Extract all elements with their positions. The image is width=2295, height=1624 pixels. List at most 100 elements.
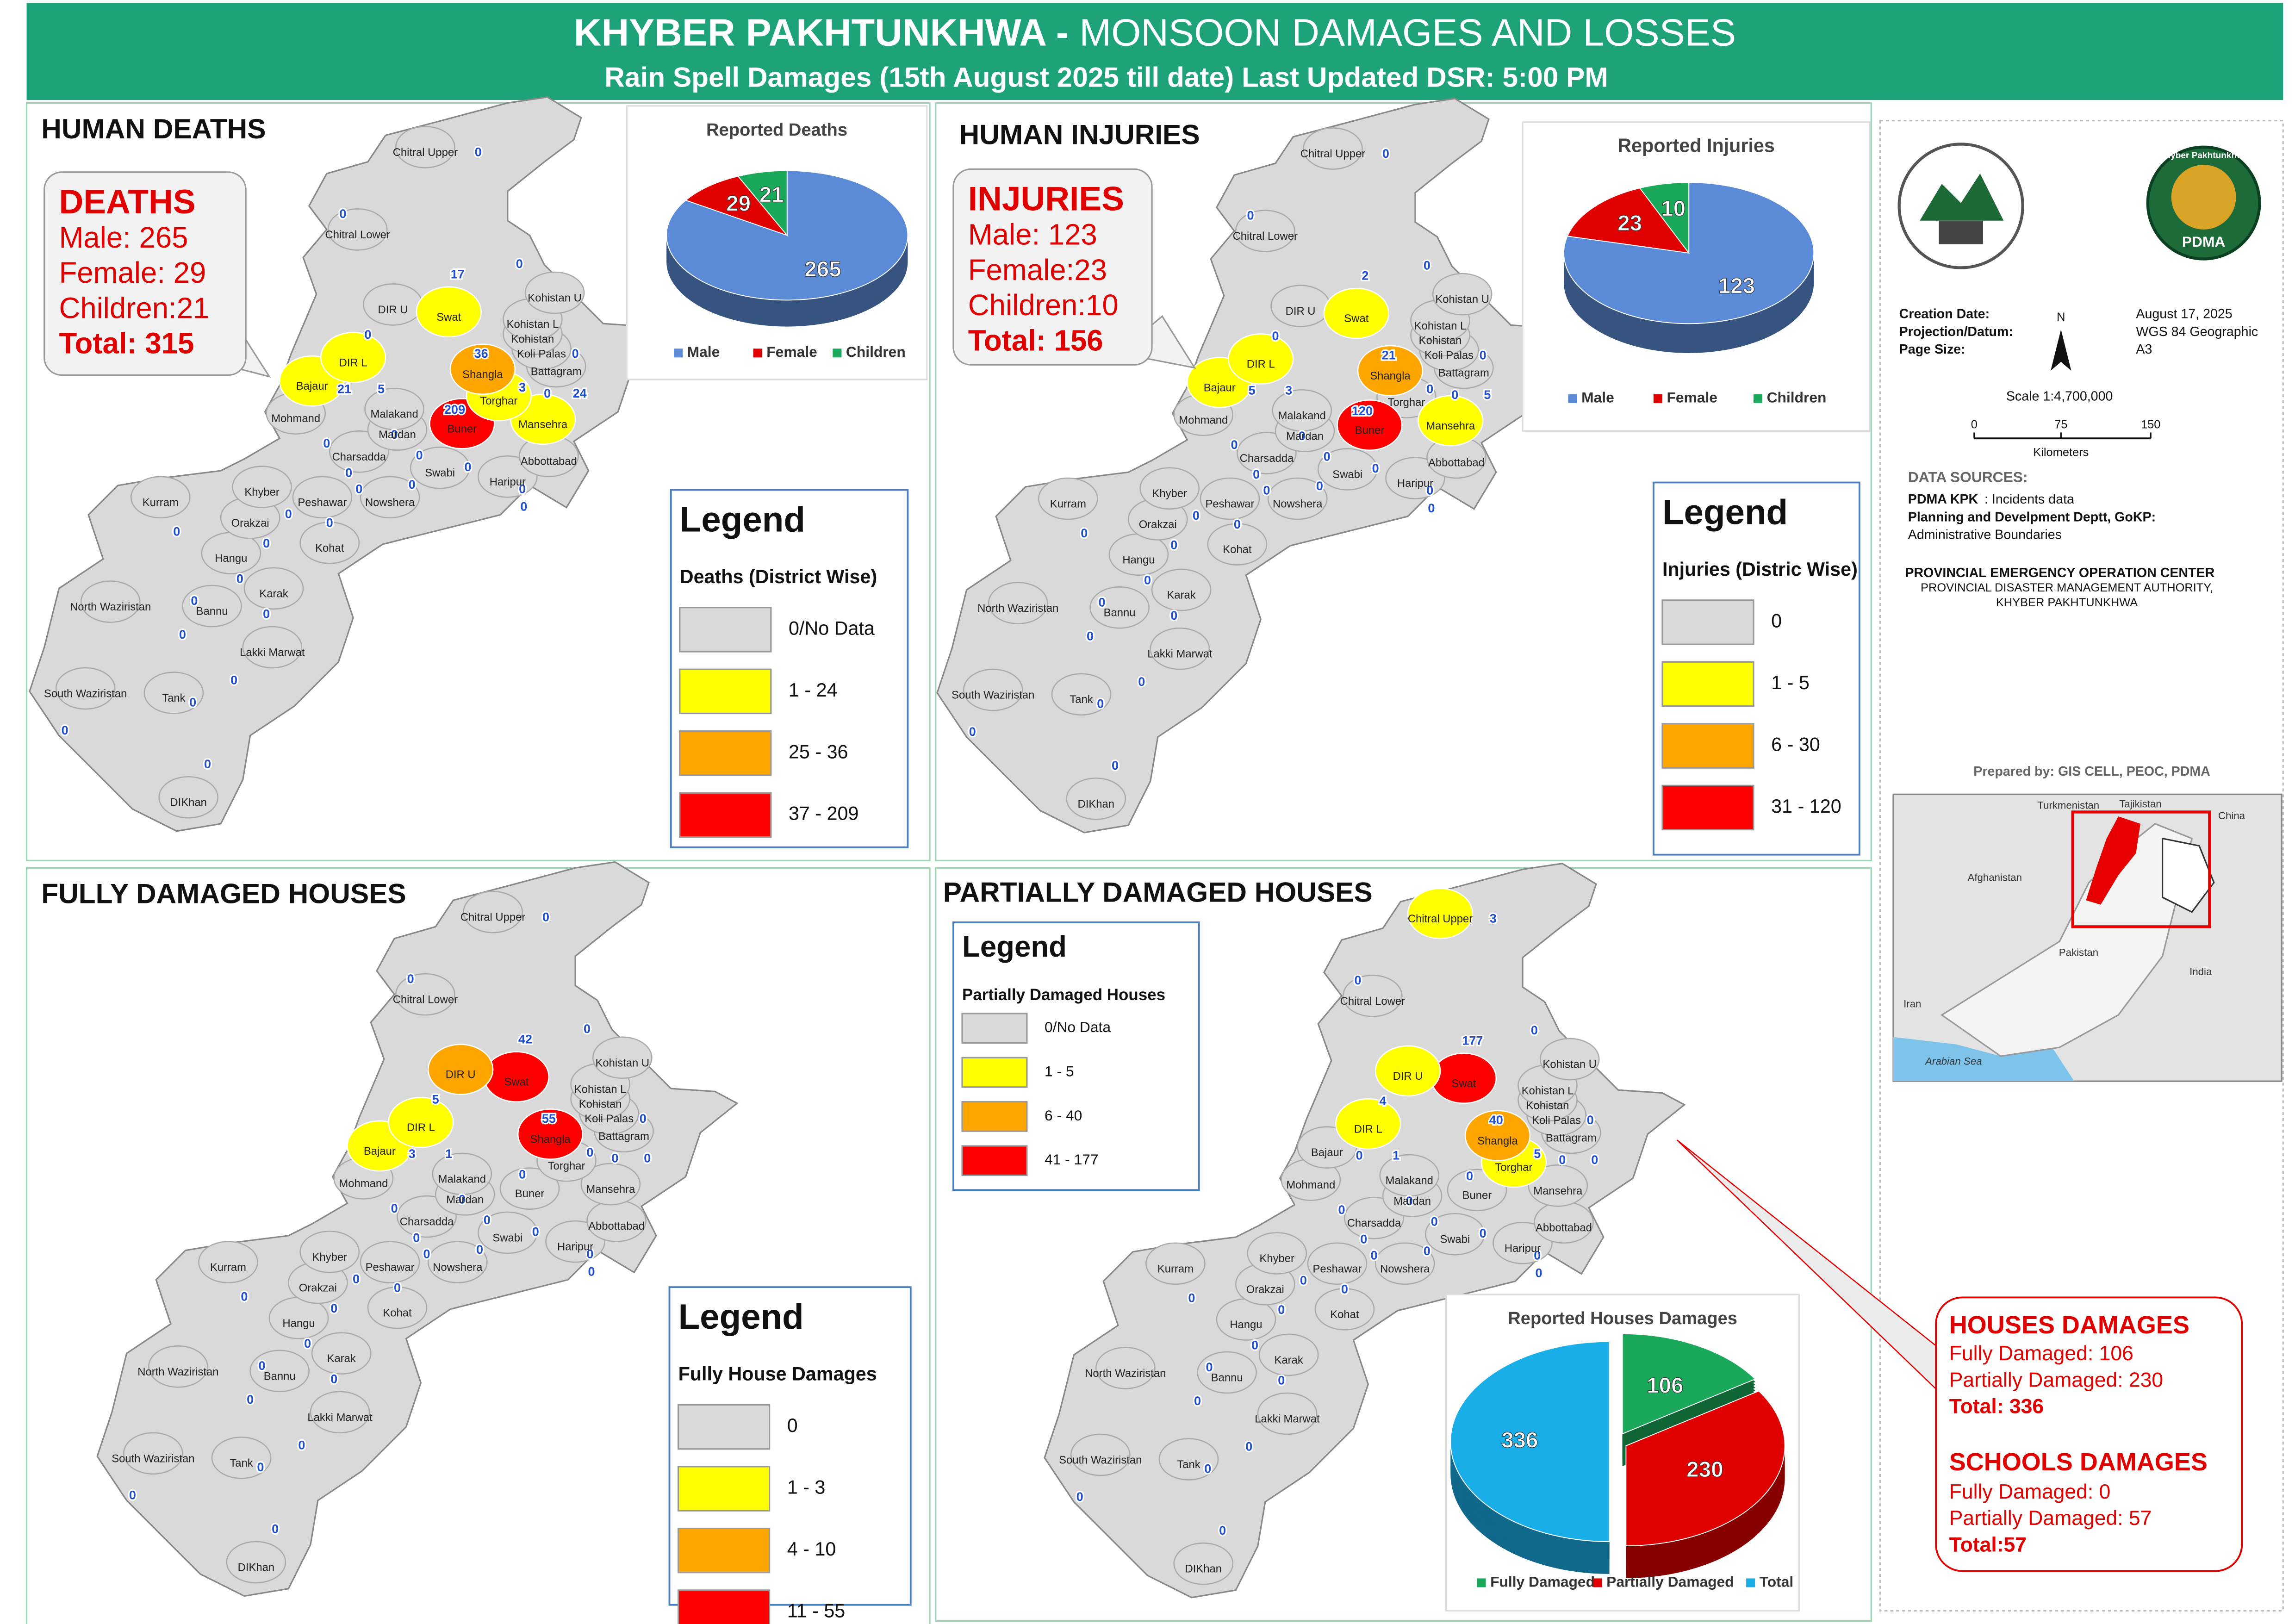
district-value: 21: [337, 382, 351, 396]
district-shape: [1464, 1110, 1531, 1162]
district-value: 0: [969, 725, 976, 739]
district-shape: [182, 585, 242, 628]
district-shape: [1303, 127, 1363, 170]
meta-label: Creation Date:: [1899, 307, 1990, 322]
pie-legend-label: Total: [1760, 1573, 1794, 1590]
district-value: 0: [1338, 1203, 1345, 1217]
panel-frame: [25, 102, 931, 861]
district-value: 0: [409, 478, 416, 492]
district-shape: [292, 476, 353, 519]
district-name: Battagram: [598, 1130, 649, 1143]
district-name: Chitral Lower: [1340, 995, 1405, 1008]
district-shape: [395, 126, 455, 168]
meta-label: Page Size:: [1899, 342, 1965, 357]
district-value: 0: [1138, 675, 1145, 689]
district-value: 0: [1360, 1232, 1367, 1246]
pie-value: 336: [1501, 1428, 1538, 1452]
district-value: 4: [1380, 1094, 1387, 1108]
legend-label: 1 - 3: [787, 1476, 826, 1498]
district-name: Kohistan L: [507, 318, 559, 331]
district-shape: [1335, 1098, 1401, 1150]
pie-legend-label: Male: [687, 343, 720, 360]
district-name: Bannu: [1104, 607, 1136, 619]
district-name: Shangla: [1477, 1135, 1518, 1147]
pie-slice: [684, 175, 789, 236]
district-value: 0: [1300, 1274, 1307, 1288]
district-shape: [545, 1220, 605, 1263]
district-shape: [1247, 1232, 1307, 1275]
panel-frame: [935, 102, 1872, 861]
legend-subtitle: Partially Damaged Houses: [962, 986, 1165, 1004]
source-bold: PDMA KPK: [1908, 492, 1978, 507]
district-value: 0: [416, 448, 423, 462]
district-shape: [517, 1108, 584, 1160]
district-value: 0: [1219, 1524, 1226, 1537]
district-shape: [1038, 477, 1098, 520]
district-value: 2: [1362, 269, 1368, 283]
district-name: North Waziristan: [1085, 1367, 1166, 1380]
district-name: Chitral Upper: [1300, 148, 1365, 160]
callout-box: [1935, 1296, 2243, 1572]
district-value: 0: [520, 500, 527, 514]
district-name: Charsadda: [1347, 1217, 1401, 1230]
district-name: Chitral Lower: [393, 994, 458, 1006]
panel-title: HUMAN DEATHS: [41, 113, 266, 144]
legend-swatch: [1661, 661, 1754, 707]
district-value: 0: [519, 1168, 526, 1182]
district-value: 0: [476, 1243, 483, 1257]
district-name: Mardan: [446, 1194, 484, 1206]
district-name: Haripur: [1505, 1242, 1541, 1255]
district-shape: [1173, 1542, 1234, 1585]
district-value: 0: [1098, 595, 1105, 609]
district-value: 0: [1170, 609, 1177, 622]
district-shape: [478, 1211, 538, 1254]
pie-legend-swatch: [753, 348, 762, 358]
district-value: 0: [391, 1201, 398, 1215]
district-name: DIR L: [1247, 358, 1275, 371]
district-shape: [367, 1286, 428, 1329]
inset-label: Iran: [1903, 998, 1921, 1010]
pie-legend-label: Fully Damaged: [1490, 1573, 1595, 1590]
district-name: Swat: [436, 311, 461, 324]
district-name: Koli Palas: [1532, 1114, 1581, 1126]
legend-swatch: [679, 607, 772, 653]
district-value: 0: [644, 1151, 651, 1165]
source-text: Administrative Boundaries: [1908, 528, 2062, 542]
district-shape: [416, 286, 482, 338]
district-name: Kurram: [210, 1261, 246, 1274]
district-name: Mansehra: [586, 1183, 635, 1196]
district-name: North Waziristan: [137, 1366, 218, 1378]
district-shape: [1539, 1038, 1600, 1081]
district-shape: [410, 446, 470, 489]
district-value: 0: [588, 1264, 595, 1278]
district-value: 0: [1193, 509, 1200, 523]
district-value: 0: [1341, 1282, 1348, 1296]
district-name: Chitral Lower: [325, 229, 390, 241]
district-shape: [1317, 448, 1378, 491]
district-value: 0: [1426, 382, 1433, 396]
district-value: 0: [423, 1247, 430, 1261]
district-shape: [299, 522, 360, 564]
district-value: 177: [1462, 1033, 1483, 1047]
callout-line: Female:23: [968, 254, 1107, 286]
district-name: North Waziristan: [977, 602, 1058, 615]
pie-value: 106: [1647, 1374, 1684, 1398]
district-name: DIR U: [1286, 305, 1316, 317]
district-name: Kohat: [1330, 1308, 1359, 1321]
header-title-rest: MONSOON DAMAGES AND LOSSES: [1079, 11, 1736, 54]
pie-legend-label: Partially Damaged: [1606, 1573, 1734, 1590]
district-shape: [463, 890, 523, 933]
district-name: Chitral Upper: [1408, 913, 1473, 925]
callout-line: Male: 265: [59, 221, 188, 254]
district-shape: [499, 1167, 560, 1210]
district-name: Chitral Upper: [393, 146, 458, 159]
pie-slice: [1450, 1341, 1610, 1542]
inset-kashmir: [2162, 837, 2215, 913]
district-name: Torghar: [1388, 396, 1425, 409]
district-shape: [1150, 627, 1210, 670]
callout-line: Partially Damaged: 230: [1949, 1369, 2163, 1391]
district-value: 0: [542, 910, 549, 924]
header-subtitle: Rain Spell Damages (15th August 2025 til…: [604, 62, 1608, 93]
district-name: Bajaur: [1311, 1146, 1343, 1159]
